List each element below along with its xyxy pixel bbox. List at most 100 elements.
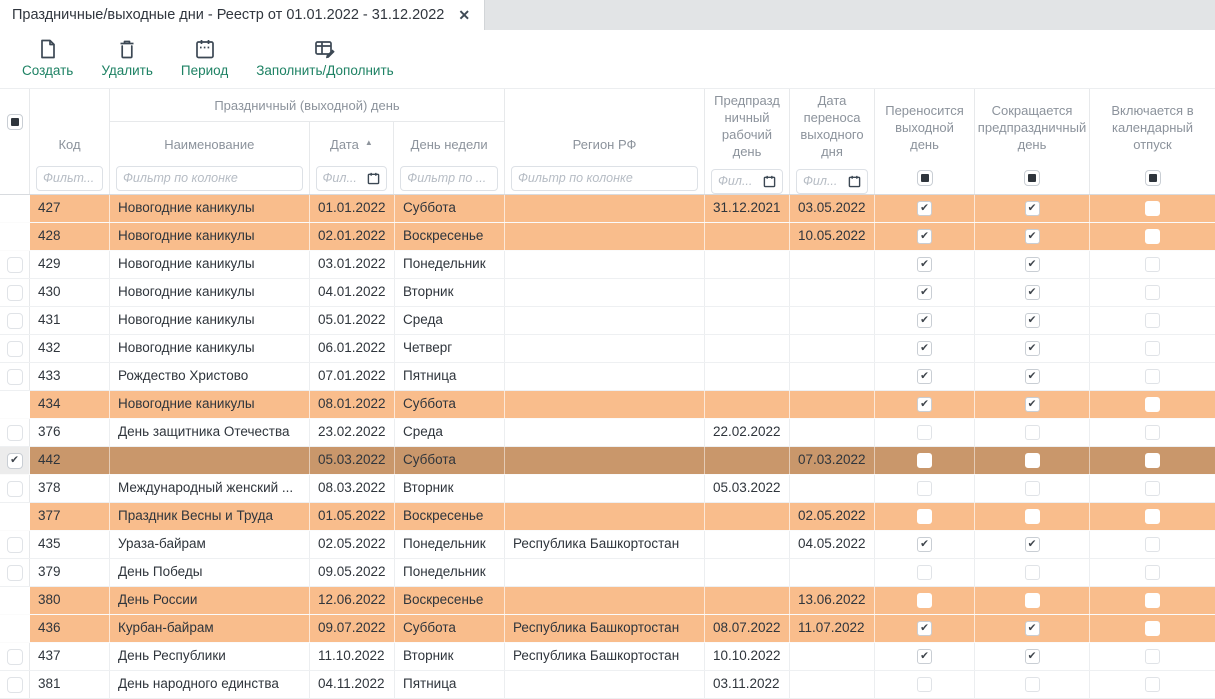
cell-name[interactable]: Международный женский ... [110, 475, 310, 502]
row-select-cell[interactable] [0, 251, 30, 278]
column-header-vacation[interactable]: Включается в календарный отпуск [1090, 89, 1215, 194]
moved-checkbox-cell[interactable]: ✔ [875, 251, 975, 278]
cell-preholiday[interactable]: 05.03.2022 [705, 475, 790, 502]
moved-checkbox[interactable] [917, 593, 932, 608]
row-select-checkbox[interactable] [7, 481, 23, 497]
moved-checkbox-cell[interactable] [875, 503, 975, 530]
shortened-checkbox-cell[interactable]: ✔ [975, 391, 1090, 418]
cell-weekday[interactable]: Пятница [395, 671, 505, 698]
shortened-checkbox[interactable] [1025, 677, 1040, 692]
cell-preholiday[interactable] [705, 503, 790, 530]
moved-checkbox[interactable]: ✔ [917, 201, 932, 216]
cell-transfer[interactable] [790, 559, 875, 586]
cell-preholiday[interactable] [705, 391, 790, 418]
shortened-checkbox[interactable] [1025, 453, 1040, 468]
shortened-checkbox[interactable]: ✔ [1025, 257, 1040, 272]
shortened-checkbox-cell[interactable] [975, 447, 1090, 474]
moved-checkbox[interactable] [917, 425, 932, 440]
cell-weekday[interactable]: Вторник [395, 475, 505, 502]
cell-code[interactable]: 378 [30, 475, 110, 502]
moved-checkbox[interactable] [917, 677, 932, 692]
shortened-checkbox-cell[interactable] [975, 587, 1090, 614]
cell-transfer[interactable]: 11.07.2022 [790, 615, 875, 642]
cell-code[interactable]: 434 [30, 391, 110, 418]
cell-name[interactable]: Новогодние каникулы [110, 195, 310, 222]
row-select-cell[interactable] [0, 279, 30, 306]
shortened-checkbox[interactable] [1025, 425, 1040, 440]
row-select-cell[interactable] [0, 307, 30, 334]
moved-checkbox-cell[interactable] [875, 475, 975, 502]
cell-weekday[interactable]: Среда [395, 419, 505, 446]
moved-checkbox[interactable]: ✔ [917, 537, 932, 552]
cell-name[interactable]: Новогодние каникулы [110, 279, 310, 306]
vacation-filter-checkbox[interactable] [1145, 170, 1161, 186]
cell-name[interactable]: Новогодние каникулы [110, 391, 310, 418]
cell-name[interactable] [110, 447, 310, 474]
table-row[interactable]: 380День России12.06.2022Воскресенье13.06… [0, 587, 1215, 615]
cell-weekday[interactable]: Суббота [395, 195, 505, 222]
row-select-checkbox[interactable] [7, 285, 23, 301]
cell-date[interactable]: 12.06.2022 [310, 587, 395, 614]
vacation-checkbox-cell[interactable] [1090, 363, 1215, 390]
cell-code[interactable]: 427 [30, 195, 110, 222]
shortened-checkbox[interactable]: ✔ [1025, 537, 1040, 552]
table-row[interactable]: 376День защитника Отечества23.02.2022Сре… [0, 419, 1215, 447]
moved-checkbox-cell[interactable] [875, 447, 975, 474]
moved-filter-checkbox[interactable] [917, 170, 933, 186]
cell-code[interactable]: 442 [30, 447, 110, 474]
row-select-cell[interactable] [0, 223, 30, 250]
cell-code[interactable]: 380 [30, 587, 110, 614]
column-header-moved[interactable]: Переносится выходной день [875, 89, 975, 194]
row-select-checkbox[interactable] [7, 257, 23, 273]
table-row[interactable]: 436Курбан-байрам09.07.2022СубботаРеспубл… [0, 615, 1215, 643]
column-header-code[interactable]: Код [30, 89, 110, 194]
cell-name[interactable]: День Победы [110, 559, 310, 586]
cell-region[interactable] [505, 363, 705, 390]
vacation-checkbox[interactable] [1145, 285, 1160, 300]
row-select-cell[interactable] [0, 335, 30, 362]
transfer-filter[interactable] [796, 169, 868, 194]
cell-region[interactable] [505, 475, 705, 502]
vacation-checkbox[interactable] [1145, 481, 1160, 496]
column-header-region[interactable]: Регион РФ [505, 89, 705, 194]
cell-transfer[interactable] [790, 307, 875, 334]
vacation-checkbox[interactable] [1145, 257, 1160, 272]
cell-preholiday[interactable]: 03.11.2022 [705, 671, 790, 698]
cell-weekday[interactable]: Понедельник [395, 559, 505, 586]
vacation-checkbox-cell[interactable] [1090, 475, 1215, 502]
shortened-filter-checkbox[interactable] [1024, 170, 1040, 186]
row-select-checkbox[interactable] [7, 509, 23, 525]
moved-checkbox[interactable]: ✔ [917, 649, 932, 664]
region-filter[interactable] [511, 166, 698, 191]
shortened-checkbox-cell[interactable]: ✔ [975, 195, 1090, 222]
fill-append-button[interactable]: Заполнить/Дополнить [252, 36, 397, 79]
cell-preholiday[interactable] [705, 559, 790, 586]
shortened-checkbox-cell[interactable] [975, 503, 1090, 530]
cell-region[interactable] [505, 671, 705, 698]
shortened-checkbox[interactable]: ✔ [1025, 649, 1040, 664]
vacation-checkbox[interactable] [1145, 677, 1160, 692]
preholiday-filter[interactable] [711, 169, 783, 194]
moved-checkbox-cell[interactable]: ✔ [875, 615, 975, 642]
moved-checkbox-cell[interactable]: ✔ [875, 643, 975, 670]
cell-name[interactable]: Ураза-байрам [110, 531, 310, 558]
cell-code[interactable]: 377 [30, 503, 110, 530]
moved-checkbox-cell[interactable] [875, 559, 975, 586]
moved-checkbox-cell[interactable] [875, 587, 975, 614]
vacation-checkbox[interactable] [1145, 425, 1160, 440]
row-select-cell[interactable]: ✔ [0, 447, 30, 474]
row-select-checkbox[interactable] [7, 425, 23, 441]
moved-checkbox-cell[interactable] [875, 419, 975, 446]
row-select-cell[interactable] [0, 671, 30, 698]
shortened-checkbox[interactable]: ✔ [1025, 621, 1040, 636]
row-select-checkbox[interactable] [7, 621, 23, 637]
cell-preholiday[interactable] [705, 447, 790, 474]
moved-checkbox[interactable]: ✔ [917, 313, 932, 328]
column-header-preholiday[interactable]: Предпразд ничный рабочий день [705, 89, 790, 194]
cell-name[interactable]: День защитника Отечества [110, 419, 310, 446]
cell-transfer[interactable] [790, 643, 875, 670]
row-select-cell[interactable] [0, 643, 30, 670]
transfer-filter-input[interactable] [803, 174, 844, 188]
moved-checkbox-cell[interactable]: ✔ [875, 335, 975, 362]
cell-date[interactable]: 09.07.2022 [310, 615, 395, 642]
